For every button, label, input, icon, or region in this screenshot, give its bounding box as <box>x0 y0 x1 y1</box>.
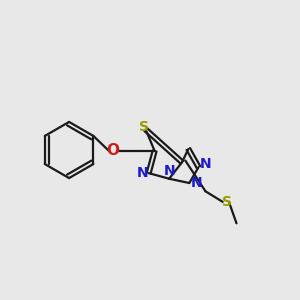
Text: N: N <box>199 157 211 171</box>
Text: S: S <box>139 120 149 134</box>
Text: N: N <box>163 164 175 178</box>
Text: O: O <box>106 143 119 158</box>
Text: N: N <box>191 176 203 190</box>
Text: S: S <box>222 195 232 209</box>
Text: N: N <box>137 166 148 180</box>
